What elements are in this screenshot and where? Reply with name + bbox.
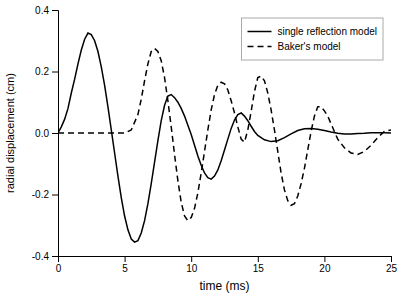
tick-mark: [52, 133, 58, 134]
tick-mark: [52, 195, 58, 196]
series-line: [58, 48, 391, 220]
tick: 0.2: [35, 66, 58, 77]
x-axis: 0 5 10 15 20 25: [56, 256, 398, 274]
tick: 5: [122, 256, 128, 274]
tick-mark: [258, 256, 259, 262]
legend-item: single reflection model: [248, 26, 378, 37]
plot: 0 5 10 15 20 25 -0.4 -0.2 0.0 0.2 0.4 single reflec…: [32, 5, 398, 274]
tick: 20: [319, 256, 331, 274]
tick: 15: [253, 256, 265, 274]
tick: -0.2: [32, 189, 58, 200]
legend-swatch: [248, 31, 272, 33]
tick-label: 0.0: [35, 128, 49, 139]
axis-line: [52, 11, 59, 257]
tick: 0.0: [35, 128, 58, 139]
tick: 0: [56, 256, 62, 274]
legend-box: [242, 18, 384, 60]
tick-label: 0.2: [35, 66, 49, 77]
y-axis-title: radial displacement (cm): [4, 73, 16, 193]
tick-label: 5: [122, 263, 128, 274]
legend: single reflection model Baker's model: [242, 18, 384, 60]
tick-mark: [52, 72, 58, 73]
tick: 25: [386, 256, 398, 274]
tick-label: 0: [56, 263, 62, 274]
tick-label: -0.4: [32, 251, 50, 262]
tick: 10: [186, 256, 198, 274]
tick-mark: [324, 256, 325, 262]
chart: 0 5 10 15 20 25 -0.4 -0.2 0.0 0.2 0.4 single reflec…: [0, 0, 403, 296]
tick: 0.4: [35, 5, 58, 16]
legend-item: Baker's model: [248, 41, 341, 52]
tick-label: 20: [319, 263, 331, 274]
axis-line: [59, 257, 392, 263]
y-axis: -0.4 -0.2 0.0 0.2 0.4: [32, 5, 59, 262]
tick-mark: [191, 256, 192, 262]
tick-label: -0.2: [32, 189, 50, 200]
series-line: [58, 33, 391, 242]
tick-label: 25: [386, 263, 398, 274]
tick-mark: [391, 256, 392, 262]
legend-label: Baker's model: [278, 41, 341, 52]
legend-swatch: [248, 46, 272, 48]
tick-label: 15: [253, 263, 265, 274]
tick-label: 10: [186, 263, 198, 274]
legend-items: single reflection model Baker's model: [248, 26, 378, 52]
lines: [58, 33, 391, 242]
tick-mark: [52, 10, 58, 11]
tick-mark: [125, 256, 126, 262]
tick-label: 0.4: [35, 5, 49, 16]
legend-label: single reflection model: [278, 26, 378, 37]
tick: -0.4: [32, 251, 58, 262]
x-axis-title: time (ms): [200, 279, 250, 293]
tick-mark: [52, 256, 58, 257]
